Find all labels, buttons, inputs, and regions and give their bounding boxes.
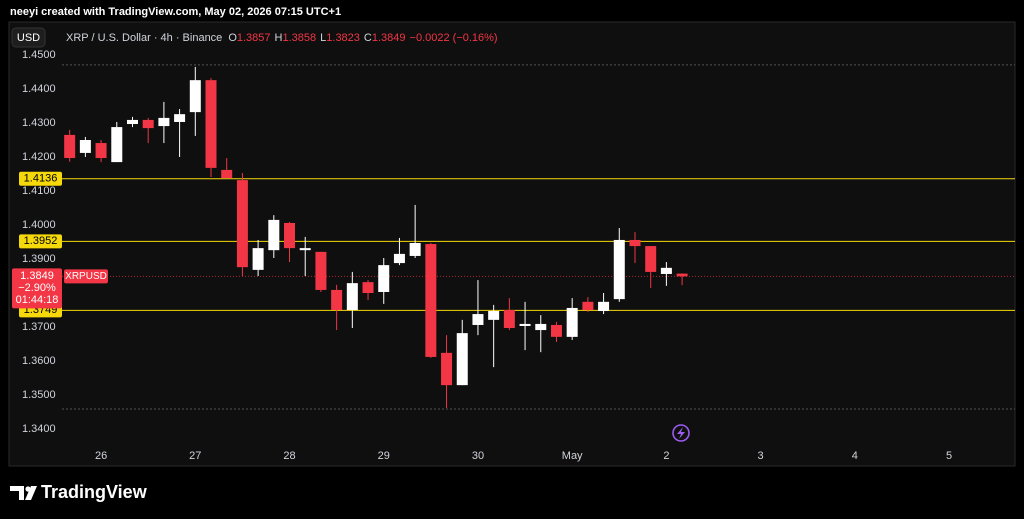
y-tick-label: 1.4400 bbox=[22, 83, 56, 95]
candle-body bbox=[582, 301, 594, 310]
candle-body bbox=[645, 246, 657, 272]
candle-body bbox=[472, 314, 484, 325]
x-tick-label: 5 bbox=[946, 450, 952, 462]
y-tick-label: 1.4200 bbox=[22, 151, 56, 163]
replay-icon[interactable] bbox=[672, 424, 690, 442]
legend-item: H bbox=[275, 32, 283, 44]
countdown: 01:44:18 bbox=[16, 294, 59, 306]
x-tick-label: 3 bbox=[758, 450, 764, 462]
candle-body bbox=[519, 323, 531, 326]
legend-item: C bbox=[364, 32, 372, 44]
credit: neeyi created with TradingView.com, May … bbox=[10, 6, 341, 18]
candle-body bbox=[503, 310, 515, 329]
candle-body bbox=[79, 140, 91, 153]
candle-body bbox=[629, 239, 641, 247]
candle-body bbox=[441, 352, 453, 386]
candle-body bbox=[331, 289, 343, 310]
candle-body bbox=[205, 80, 217, 168]
candle-body bbox=[158, 117, 170, 127]
x-tick-label: May bbox=[562, 450, 583, 462]
candle-body bbox=[378, 265, 390, 292]
candle-body bbox=[64, 134, 76, 159]
candle-body bbox=[95, 143, 107, 159]
x-tick-label: 30 bbox=[472, 450, 484, 462]
candle-body bbox=[613, 239, 625, 300]
candle-body bbox=[236, 180, 248, 268]
candle-body bbox=[126, 119, 138, 125]
brand-logo bbox=[10, 486, 37, 500]
level-tag bbox=[19, 234, 62, 249]
last-price-change: −2.90% bbox=[18, 282, 56, 294]
symbol-tag bbox=[64, 269, 108, 284]
candle-body bbox=[550, 324, 562, 337]
y-tick-label: 1.4500 bbox=[22, 49, 56, 61]
level-tag bbox=[19, 171, 62, 186]
y-tick-label: 1.3500 bbox=[22, 389, 56, 401]
last-price-label: 1.3849 bbox=[20, 270, 54, 282]
legend-item: 1.3849 bbox=[372, 32, 406, 44]
y-tick-label: 1.4300 bbox=[22, 117, 56, 129]
level-label: 1.3952 bbox=[24, 235, 58, 247]
legend-item: 1.3823 bbox=[326, 32, 360, 44]
y-tick-label: 1.3900 bbox=[22, 253, 56, 265]
x-tick-label: 27 bbox=[189, 450, 201, 462]
x-tick-label: 29 bbox=[378, 450, 390, 462]
y-tick-label: 1.4100 bbox=[22, 185, 56, 197]
x-tick-label: 28 bbox=[283, 450, 295, 462]
candle-body bbox=[598, 301, 610, 312]
candle-body bbox=[174, 114, 186, 122]
candle-body bbox=[488, 311, 500, 320]
candle-body bbox=[660, 267, 672, 274]
y-tick-label: 1.3400 bbox=[22, 423, 56, 435]
currency[interactable]: USD bbox=[17, 32, 40, 44]
candle-body bbox=[456, 333, 468, 386]
legend-item: 1.3857 bbox=[237, 32, 271, 44]
candle-body bbox=[284, 222, 296, 249]
candle-body bbox=[189, 80, 201, 113]
symbol-legend: XRP / U.S. Dollar · 4h · Binance O1.3857 H… bbox=[66, 32, 498, 44]
candle-body bbox=[566, 307, 578, 337]
x-tick-label: 4 bbox=[852, 450, 858, 462]
x-tick-label: 26 bbox=[95, 450, 107, 462]
candle-body bbox=[111, 127, 123, 163]
candle-body bbox=[252, 248, 264, 270]
legend-item: O bbox=[228, 32, 237, 44]
candle-body bbox=[142, 119, 154, 129]
chart-panel bbox=[8, 21, 1016, 467]
brand: TradingView bbox=[41, 482, 148, 502]
level-label: 1.4136 bbox=[24, 173, 58, 185]
candle-body bbox=[425, 244, 437, 357]
y-tick-label: 1.4000 bbox=[22, 219, 56, 231]
last-price-tag bbox=[12, 268, 62, 309]
legend-item: L bbox=[320, 32, 326, 44]
legend-item: XRP / U.S. Dollar · 4h · Binance bbox=[66, 32, 222, 44]
legend-item: 1.3858 bbox=[282, 32, 316, 44]
candle-body bbox=[346, 283, 358, 310]
candle-body bbox=[221, 169, 233, 179]
y-tick-label: 1.3600 bbox=[22, 355, 56, 367]
currency-button[interactable] bbox=[11, 27, 46, 48]
symbol-label: XRPUSD bbox=[65, 271, 107, 282]
y-tick-label: 1.3700 bbox=[22, 321, 56, 333]
candle-body bbox=[268, 219, 280, 251]
legend-item: −0.0022 (−0.16%) bbox=[410, 32, 498, 44]
candle-body bbox=[315, 251, 327, 290]
candle-body bbox=[535, 323, 547, 331]
x-tick-label: 2 bbox=[663, 450, 669, 462]
candle-body bbox=[362, 282, 374, 293]
candle-body bbox=[409, 243, 421, 256]
candle-body bbox=[676, 273, 688, 277]
candle-body bbox=[299, 248, 311, 251]
candle-body bbox=[393, 253, 405, 264]
